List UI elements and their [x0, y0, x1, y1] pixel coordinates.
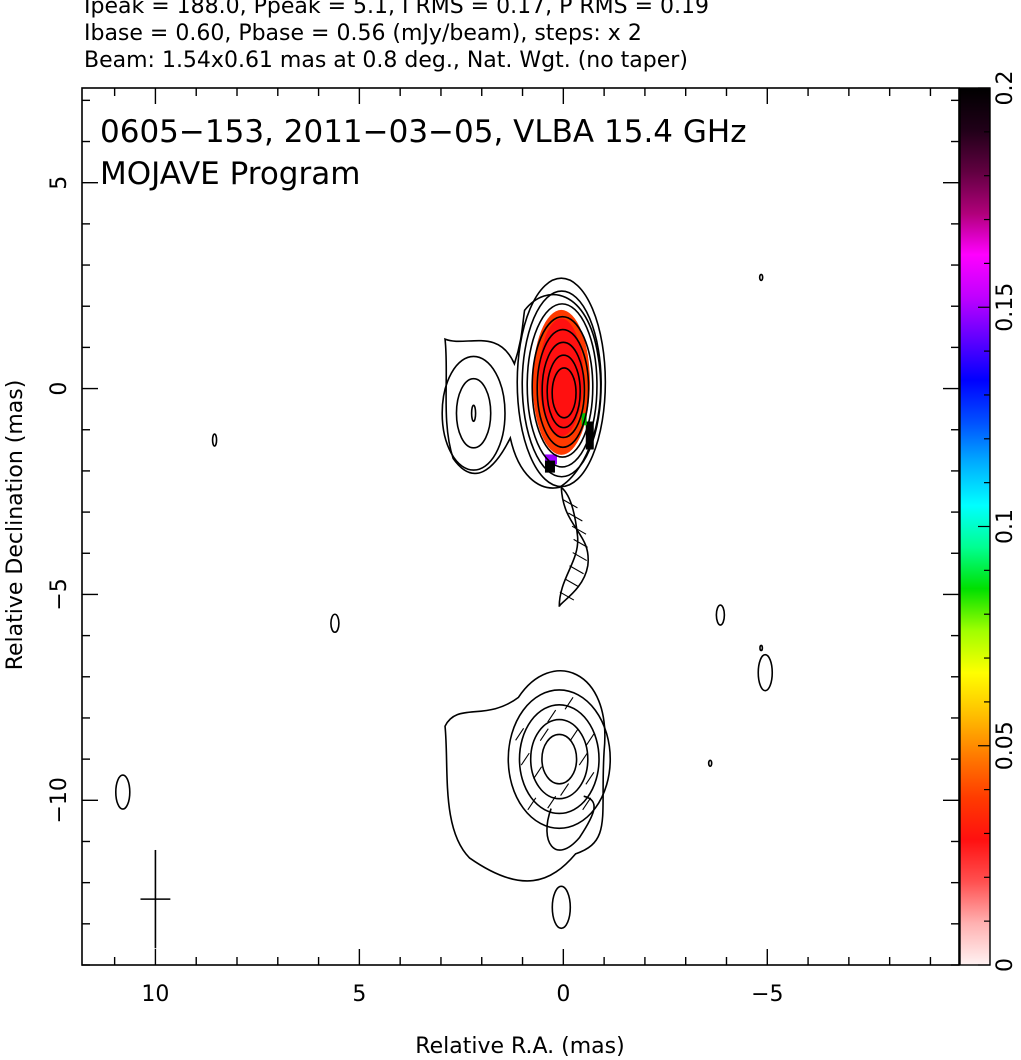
contour-blob — [114, 774, 131, 810]
plot-border — [81, 87, 960, 966]
colorbar-tick-label: 0.05 — [993, 721, 1018, 770]
evpa-tick — [578, 752, 588, 766]
y-tick-label: −5 — [47, 578, 72, 610]
polarization-edge-dark-left — [544, 460, 555, 473]
evpa-tick — [547, 709, 557, 723]
plot-frame — [81, 87, 960, 966]
contour-blob — [715, 604, 726, 626]
east-contour-3 — [470, 404, 477, 423]
core-contour — [531, 315, 594, 458]
evpa-tick — [585, 733, 595, 747]
chart-title: 0605−153, 2011−03−05, VLBA 15.4 GHz — [100, 114, 746, 150]
contour-blob — [757, 653, 774, 692]
y-tick-label: 0 — [47, 382, 72, 396]
y-axis-label: Relative Declination (mas) — [3, 380, 28, 671]
evpa-tick — [520, 752, 530, 766]
evpa-tick — [572, 552, 587, 562]
contour-blob — [330, 613, 340, 634]
contour-blob — [211, 433, 218, 447]
evpa-tick — [582, 797, 592, 811]
evpa-tick — [571, 525, 587, 535]
x-tick-label: 5 — [352, 982, 366, 1007]
evpa-tick — [539, 728, 549, 742]
header-line-2: Ibase = 0.60, Pbase = 0.56 (mJy/beam), s… — [84, 21, 642, 46]
header-line-3: Beam: 1.54x0.61 mas at 0.8 deg., Nat. Wg… — [84, 48, 688, 73]
southern-tail-contour — [546, 795, 595, 851]
colorbar-tick-label: 0 — [993, 958, 1018, 972]
colorbar-tick-label: 0.2 — [993, 71, 1018, 106]
polarization-edge-purple — [544, 454, 557, 465]
header-line-1: Ipeak = 188.0, Ppeak = 5.1, I RMS = 0.17… — [84, 0, 709, 19]
contour-blob — [551, 885, 572, 930]
evpa-tick — [568, 512, 583, 522]
evpa-tick — [585, 772, 595, 785]
colorbar-tick-label: 0.15 — [993, 283, 1018, 332]
core-contour — [546, 354, 582, 429]
contour-blob — [758, 273, 764, 282]
evpa-tick — [563, 499, 578, 509]
evpa-tick — [564, 578, 580, 588]
east-contour-1 — [441, 355, 506, 471]
x-tick-label: 10 — [141, 982, 169, 1007]
polarization-core-inner — [539, 318, 584, 437]
y-tick-label: 5 — [47, 176, 72, 190]
contour-blob — [707, 759, 713, 768]
x-axis-label: Relative R.A. (mas) — [415, 1034, 624, 1059]
core-contour — [536, 328, 590, 449]
jet-tail-contour — [558, 485, 589, 608]
colorbar: 0 0.05 0.1 0.15 0.2 — [959, 71, 1018, 972]
evpa-tick — [547, 795, 557, 809]
evpa-tick — [564, 697, 574, 710]
evpa-tick — [573, 538, 588, 548]
contour-blob — [759, 644, 764, 652]
east-contour-2 — [455, 377, 492, 449]
core-contour — [541, 341, 586, 439]
evpa-tick — [569, 565, 584, 575]
southern-contour — [529, 718, 589, 800]
core-contour — [551, 367, 577, 419]
x-tick-label: −5 — [751, 982, 783, 1007]
map-layer — [114, 273, 774, 949]
colorbar-tick-label: 0.1 — [993, 509, 1018, 544]
core-contour — [526, 303, 598, 468]
evpa-tick — [559, 591, 575, 601]
evpa-tick — [560, 783, 570, 796]
chart-subtitle: MOJAVE Program — [100, 156, 360, 192]
evpa-tick — [569, 728, 579, 742]
southern-envelope-contour — [444, 670, 606, 882]
southern-contour — [518, 703, 600, 815]
x-tick-label: 0 — [556, 982, 570, 1007]
evpa-tick — [533, 766, 543, 779]
southern-contour — [507, 689, 612, 830]
axis-ticks: 10 5 0 −5 5 0 −5 −10 — [47, 88, 959, 1007]
evpa-tick — [515, 728, 525, 741]
evpa-tick — [527, 797, 537, 811]
core-envelope-contour — [444, 293, 602, 489]
y-tick-label: −10 — [47, 777, 72, 823]
southern-contour — [541, 733, 578, 785]
